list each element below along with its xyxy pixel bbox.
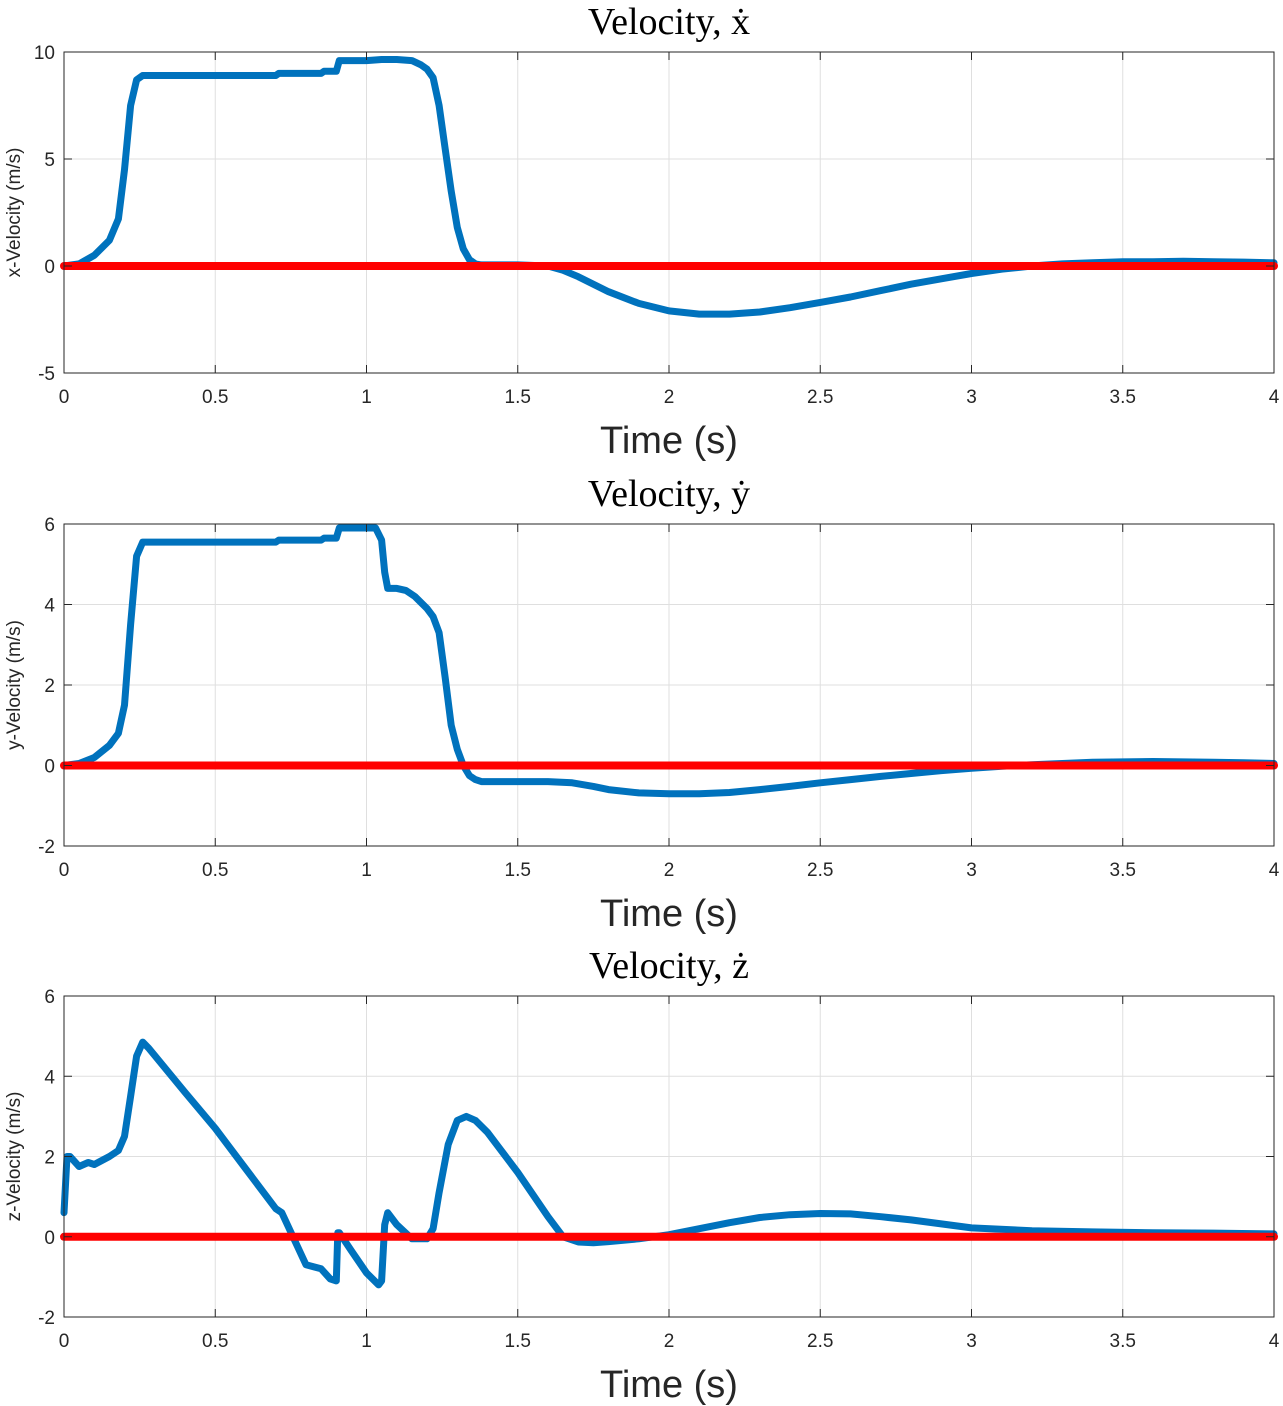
x-tick-label: 2: [664, 1331, 675, 1352]
y-tick-label: 2: [44, 1148, 55, 1169]
subplot-title: Velocity, ẋ: [588, 1, 750, 43]
x-tick-label: 1: [361, 387, 372, 408]
axes-frame: [63, 51, 1275, 374]
x-tick-label: 3.5: [1110, 387, 1136, 408]
y-tick-labels: -2 0 2 4 6: [38, 987, 55, 1329]
x-tick-label: 2.5: [807, 387, 833, 408]
x-tick-label: 3: [966, 860, 977, 881]
y-tick-label: -5: [38, 364, 55, 385]
x-tick-label: 4: [1269, 387, 1280, 408]
x-tick-label: 2: [664, 387, 675, 408]
x-tick-label: 0.5: [202, 860, 228, 881]
y-tick-label: 0: [44, 1228, 55, 1249]
y-axis-label: z-Velocity (m/s): [4, 1092, 25, 1222]
y-tick-label: 5: [44, 150, 55, 171]
x-tick-label: 1.5: [505, 387, 531, 408]
x-tick-label: 2.5: [807, 860, 833, 881]
x-tick-label: 1: [361, 860, 372, 881]
velocity-series-path: [60, 524, 1278, 798]
x-tick-label: 0.5: [202, 1331, 228, 1352]
y-tick-label: 10: [34, 43, 55, 64]
y-tick-label: 0: [44, 257, 55, 278]
series-line: [60, 56, 1278, 318]
subplot-title: Velocity, ż: [589, 945, 749, 987]
velocity-series-path: [60, 56, 1278, 318]
x-tick-label: 3.5: [1110, 1331, 1136, 1352]
x-tick-label: 1.5: [505, 1331, 531, 1352]
x-tick-labels: 0 0.5 1 1.5 2 2.5 3 3.5 4: [59, 860, 1280, 881]
y-tick-label: -2: [38, 1308, 55, 1329]
y-tick-label: 0: [44, 757, 55, 778]
x-tick-label: 0: [59, 387, 70, 408]
subplot-title: Velocity, ẏ: [588, 473, 750, 515]
x-tick-label: 3: [966, 1331, 977, 1352]
x-axis-label: Time (s): [600, 420, 738, 462]
y-axis-label: y-Velocity (m/s): [4, 620, 25, 750]
y-tick-labels: -5 0 5 10: [34, 43, 55, 385]
x-tick-label: 4: [1269, 1331, 1280, 1352]
x-tick-label: 2.5: [807, 1331, 833, 1352]
y-tick-label: 6: [44, 515, 55, 536]
x-tick-labels: 0 0.5 1 1.5 2 2.5 3 3.5 4: [59, 387, 1280, 408]
y-tick-label: 2: [44, 676, 55, 697]
y-tick-label: 4: [44, 1067, 55, 1088]
axes-frame: [63, 523, 1275, 847]
grid: [63, 51, 1275, 374]
x-tick-labels: 0 0.5 1 1.5 2 2.5 3 3.5 4: [59, 1331, 1280, 1352]
x-tick-label: 0: [59, 1331, 70, 1352]
x-tick-label: 3: [966, 387, 977, 408]
x-tick-label: 0.5: [202, 387, 228, 408]
y-tick-labels: -2 0 2 4 6: [38, 515, 55, 858]
y-tick-label: 4: [44, 596, 55, 617]
grid: [63, 995, 1275, 1318]
x-tick-label: 2: [664, 860, 675, 881]
axes-frame: [63, 995, 1275, 1318]
x-tick-label: 0: [59, 860, 70, 881]
x-tick-label: 4: [1269, 860, 1280, 881]
series-line: [60, 524, 1278, 798]
x-axis-label: Time (s): [600, 1364, 738, 1406]
x-tick-label: 3.5: [1110, 860, 1136, 881]
y-tick-label: -2: [38, 837, 55, 858]
x-tick-label: 1.5: [505, 860, 531, 881]
y-tick-label: 6: [44, 987, 55, 1008]
x-tick-label: 1: [361, 1331, 372, 1352]
x-axis-label: Time (s): [600, 893, 738, 935]
y-axis-label: x-Velocity (m/s): [4, 148, 25, 278]
grid: [63, 523, 1275, 847]
